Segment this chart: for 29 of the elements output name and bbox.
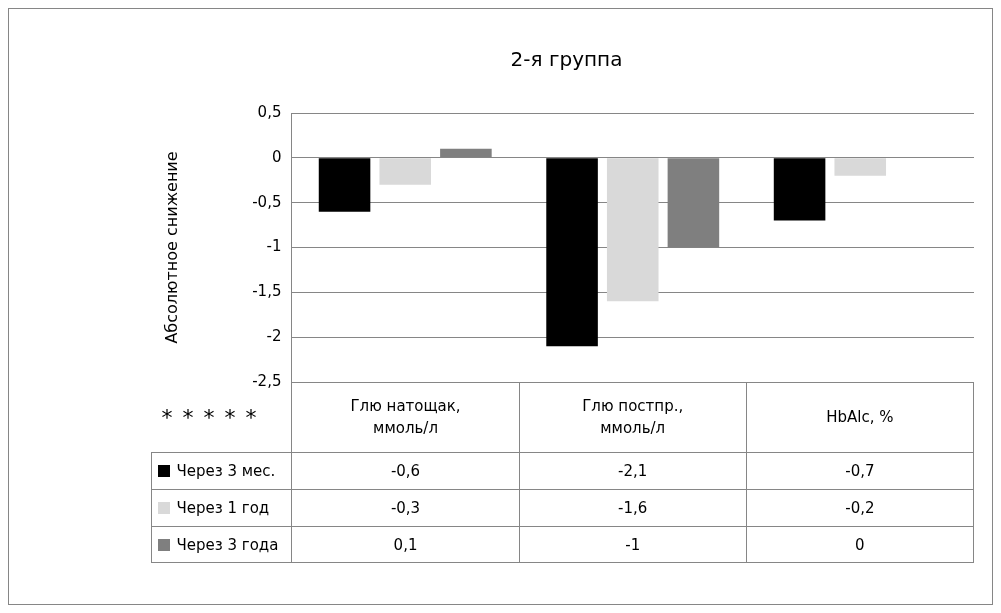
data-label: -2,1 <box>518 453 746 489</box>
data-label: -0,3 <box>291 490 519 526</box>
text: * <box>203 404 215 430</box>
y-tick-label: 0 <box>271 147 282 166</box>
y-tick-label: 0,5 <box>257 102 282 121</box>
legend-label: Через 1 год <box>151 490 292 526</box>
text: * <box>224 404 236 430</box>
chart-title: 2-я группа <box>510 47 623 72</box>
data-label: -1,6 <box>518 490 746 526</box>
y-tick-label: -1,5 <box>252 282 282 301</box>
y-tick-label: -2 <box>266 327 282 346</box>
x-tick-label: HbAlc, % <box>745 382 974 452</box>
data-label: -0,6 <box>291 453 519 489</box>
text: * <box>182 404 194 430</box>
x-tick-label: Глю постпр., ммоль/л <box>518 382 746 452</box>
data-label: -0,2 <box>745 490 974 526</box>
legend-label: Через 3 мес. <box>151 453 292 489</box>
legend-label: Через 3 года <box>151 527 292 562</box>
data-label: 0 <box>745 527 974 562</box>
y-axis-title: Абсолютное снижение <box>161 151 181 344</box>
data-label: 0,1 <box>291 527 519 562</box>
data-label: -0,7 <box>745 453 974 489</box>
y-tick-label: -0,5 <box>252 192 282 211</box>
y-tick-label: -1 <box>266 237 282 256</box>
x-tick-label: Глю натощак, ммоль/л <box>291 382 519 452</box>
text: * <box>161 404 173 430</box>
text: * <box>245 404 257 430</box>
y-tick-label: -2,5 <box>252 371 282 390</box>
data-label: -1 <box>518 527 746 562</box>
